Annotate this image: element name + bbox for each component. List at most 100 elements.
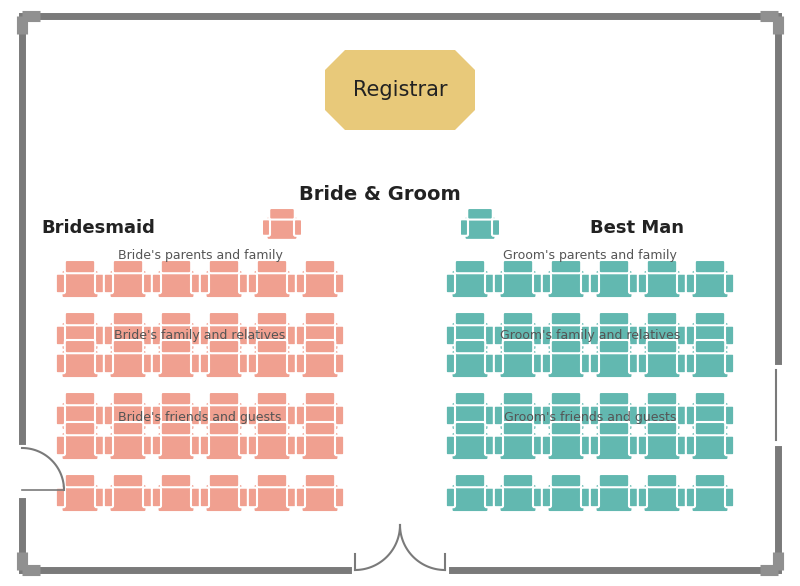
FancyBboxPatch shape [110, 350, 146, 378]
FancyBboxPatch shape [451, 350, 489, 378]
FancyBboxPatch shape [643, 402, 681, 430]
FancyBboxPatch shape [595, 270, 633, 298]
FancyBboxPatch shape [110, 402, 146, 430]
FancyBboxPatch shape [266, 216, 298, 240]
FancyBboxPatch shape [550, 474, 581, 487]
FancyBboxPatch shape [446, 274, 455, 293]
FancyBboxPatch shape [158, 270, 194, 298]
FancyBboxPatch shape [158, 484, 194, 512]
FancyBboxPatch shape [254, 402, 290, 430]
FancyBboxPatch shape [287, 488, 296, 507]
FancyBboxPatch shape [95, 406, 104, 425]
FancyBboxPatch shape [485, 354, 494, 373]
FancyBboxPatch shape [686, 406, 695, 425]
FancyBboxPatch shape [638, 436, 647, 455]
FancyBboxPatch shape [454, 312, 485, 325]
FancyBboxPatch shape [113, 312, 143, 325]
FancyBboxPatch shape [446, 326, 455, 345]
FancyBboxPatch shape [503, 340, 534, 353]
FancyBboxPatch shape [65, 340, 95, 353]
FancyBboxPatch shape [257, 312, 287, 325]
FancyBboxPatch shape [206, 432, 242, 460]
FancyBboxPatch shape [598, 392, 629, 406]
FancyBboxPatch shape [65, 474, 95, 487]
Text: Bride's family and relatives: Bride's family and relatives [114, 329, 286, 342]
FancyBboxPatch shape [158, 350, 194, 378]
FancyBboxPatch shape [143, 354, 152, 373]
FancyBboxPatch shape [485, 406, 494, 425]
FancyBboxPatch shape [206, 402, 242, 430]
FancyBboxPatch shape [686, 436, 695, 455]
FancyBboxPatch shape [686, 326, 695, 345]
FancyBboxPatch shape [686, 354, 695, 373]
FancyBboxPatch shape [629, 488, 638, 507]
FancyBboxPatch shape [590, 274, 599, 293]
FancyBboxPatch shape [485, 274, 494, 293]
FancyBboxPatch shape [65, 260, 95, 273]
FancyBboxPatch shape [694, 340, 725, 353]
FancyBboxPatch shape [499, 322, 537, 350]
FancyBboxPatch shape [305, 422, 335, 435]
FancyBboxPatch shape [56, 436, 65, 455]
FancyBboxPatch shape [257, 260, 287, 273]
FancyBboxPatch shape [595, 402, 633, 430]
FancyBboxPatch shape [239, 436, 248, 455]
FancyBboxPatch shape [499, 350, 537, 378]
FancyBboxPatch shape [209, 474, 239, 487]
FancyBboxPatch shape [550, 260, 581, 273]
FancyBboxPatch shape [56, 354, 65, 373]
FancyBboxPatch shape [677, 354, 686, 373]
FancyBboxPatch shape [104, 274, 113, 293]
FancyBboxPatch shape [454, 340, 485, 353]
FancyBboxPatch shape [691, 484, 729, 512]
FancyBboxPatch shape [550, 312, 581, 325]
FancyBboxPatch shape [254, 484, 290, 512]
FancyBboxPatch shape [451, 322, 489, 350]
FancyBboxPatch shape [451, 484, 489, 512]
FancyBboxPatch shape [725, 326, 734, 345]
FancyBboxPatch shape [95, 488, 104, 507]
FancyBboxPatch shape [287, 274, 296, 293]
FancyBboxPatch shape [158, 432, 194, 460]
FancyBboxPatch shape [638, 326, 647, 345]
FancyBboxPatch shape [590, 488, 599, 507]
FancyBboxPatch shape [296, 354, 305, 373]
FancyBboxPatch shape [200, 488, 209, 507]
FancyBboxPatch shape [113, 340, 143, 353]
FancyBboxPatch shape [595, 432, 633, 460]
FancyBboxPatch shape [547, 402, 585, 430]
FancyBboxPatch shape [446, 406, 455, 425]
FancyBboxPatch shape [581, 354, 590, 373]
FancyBboxPatch shape [629, 326, 638, 345]
FancyBboxPatch shape [65, 392, 95, 406]
FancyBboxPatch shape [590, 326, 599, 345]
FancyBboxPatch shape [446, 488, 455, 507]
FancyBboxPatch shape [302, 350, 338, 378]
FancyBboxPatch shape [262, 219, 270, 236]
FancyBboxPatch shape [677, 436, 686, 455]
FancyBboxPatch shape [104, 326, 113, 345]
Text: Groom's family and relatives: Groom's family and relatives [500, 329, 680, 342]
FancyBboxPatch shape [725, 488, 734, 507]
FancyBboxPatch shape [691, 350, 729, 378]
Text: Groom's friends and guests: Groom's friends and guests [504, 411, 676, 424]
FancyBboxPatch shape [143, 488, 152, 507]
FancyBboxPatch shape [248, 488, 257, 507]
FancyBboxPatch shape [152, 436, 161, 455]
FancyBboxPatch shape [257, 474, 287, 487]
FancyBboxPatch shape [305, 392, 335, 406]
FancyBboxPatch shape [643, 350, 681, 378]
FancyBboxPatch shape [629, 354, 638, 373]
FancyBboxPatch shape [294, 219, 302, 236]
FancyBboxPatch shape [158, 402, 194, 430]
FancyBboxPatch shape [581, 406, 590, 425]
FancyBboxPatch shape [287, 436, 296, 455]
FancyBboxPatch shape [595, 484, 633, 512]
FancyBboxPatch shape [248, 436, 257, 455]
FancyBboxPatch shape [143, 406, 152, 425]
FancyBboxPatch shape [335, 354, 344, 373]
FancyBboxPatch shape [239, 354, 248, 373]
FancyBboxPatch shape [643, 270, 681, 298]
FancyBboxPatch shape [305, 340, 335, 353]
FancyBboxPatch shape [590, 406, 599, 425]
